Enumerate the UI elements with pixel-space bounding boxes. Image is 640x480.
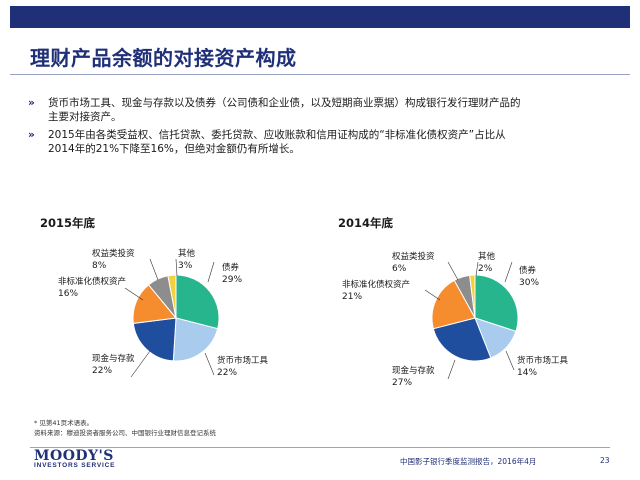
leader-line <box>124 287 144 301</box>
bullet-text-line: 2014年的21%下降至16%，但绝对金额仍有所增长。 <box>48 143 300 155</box>
slice-label-2014-1: 货币市场工具 14% <box>505 350 569 378</box>
slice-value-label: 30% <box>519 278 539 288</box>
slice-category-label: 债券 <box>222 262 240 273</box>
leader-line <box>504 261 513 283</box>
report-name: 中国影子银行季度监测报告，2016年4月 <box>400 457 537 466</box>
footnotes: * 见第41页术语表。 资料来源：穆迪投资者服务公司、中国银行业理财信息登记系统 <box>34 418 216 438</box>
logo-main: MOODY'S <box>34 448 114 464</box>
slice-value-label: 21% <box>342 292 362 302</box>
slice-label-2014-2: 现金与存款 27% <box>392 359 456 388</box>
slice-value-label: 27% <box>392 378 412 388</box>
title-divider <box>10 74 630 75</box>
slice-value-label: 8% <box>92 261 107 271</box>
chart-title-2015: 2015年底 <box>40 216 96 230</box>
bullet-text-line: 货币市场工具、现金与存款以及债券（公司债和企业债，以及短期商业票据）构成银行发行… <box>48 97 521 109</box>
leader-line <box>130 350 151 378</box>
slice-value-label: 22% <box>217 368 237 378</box>
slice-label-2014-3: 非标准化债权资产 21% <box>342 279 441 302</box>
slice-category-label: 现金与存款 <box>92 353 135 364</box>
moodys-logo: MOODY'S INVESTORS SERVICE <box>34 448 115 469</box>
bullet-item: » 2015年由各类受益权、信托贷款、委托贷款、应收账款和信用证构成的“非标准化… <box>28 128 618 156</box>
slice-label-2014-4: 权益类投资 6% <box>392 251 459 281</box>
pie-slice-2014-3 <box>431 279 476 330</box>
slice-label-2014-0: 债券 30% <box>504 261 539 288</box>
slice-value-label: 14% <box>517 368 537 378</box>
pie-slice-2014-0 <box>474 274 519 332</box>
leader-line <box>424 289 441 301</box>
pie-slice-2014-2 <box>432 317 492 362</box>
leader-line <box>505 350 515 371</box>
pie-slice-2015-1 <box>172 317 219 362</box>
slice-label-2015-5: 其他 3% <box>175 248 196 277</box>
bullet-text-line: 主要对接资产。 <box>48 111 122 123</box>
slice-category-label: 非标准化债权资产 <box>58 276 126 287</box>
bullet-marker: » <box>28 97 35 109</box>
pie-slice-2014-5 <box>469 274 476 319</box>
slice-category-label: 权益类投资 <box>392 251 435 262</box>
slice-value-label: 3% <box>178 261 193 271</box>
page-number: 23 <box>600 456 610 465</box>
slice-label-2015-0: 债券 29% <box>207 261 242 285</box>
leader-line <box>204 352 215 376</box>
leader-line <box>207 261 215 283</box>
slice-label-2015-1: 货币市场工具 22% <box>204 352 269 378</box>
slice-value-label: 6% <box>392 264 407 274</box>
leader-line <box>175 258 178 277</box>
slice-value-label: 16% <box>58 289 78 299</box>
slice-value-label: 2% <box>478 264 493 274</box>
bullet-text-line: 2015年由各类受益权、信托贷款、委托贷款、应收账款和信用证构成的“非标准化债权… <box>48 129 506 141</box>
leader-line <box>149 258 159 281</box>
pie-slice-2015-2 <box>132 317 177 362</box>
slice-value-label: 22% <box>92 366 112 376</box>
pie-slice-2015-0 <box>175 274 220 330</box>
bullet-list: » 货币市场工具、现金与存款以及债券（公司债和企业债，以及短期商业票据）构成银行… <box>28 96 618 160</box>
leader-line <box>447 261 459 281</box>
bullet-marker: » <box>28 129 35 141</box>
header-bar <box>10 6 630 28</box>
slice-category-label: 债券 <box>519 265 537 276</box>
leader-line <box>475 261 479 277</box>
slice-category-label: 其他 <box>178 248 196 259</box>
slice-category-label: 权益类投资 <box>92 248 135 259</box>
slice-category-label: 非标准化债权资产 <box>342 279 410 290</box>
logo-sub: INVESTORS SERVICE <box>34 462 116 469</box>
leader-line <box>447 359 456 380</box>
slice-category-label: 货币市场工具 <box>517 355 569 366</box>
chart-title-2014: 2014年底 <box>338 216 394 230</box>
slice-label-2014-5: 其他 2% <box>475 251 496 277</box>
slice-value-label: 29% <box>222 275 242 285</box>
bullet-item: » 货币市场工具、现金与存款以及债券（公司债和企业债，以及短期商业票据）构成银行… <box>28 96 618 124</box>
slice-label-2015-3: 非标准化债权资产 16% <box>58 276 144 301</box>
slice-category-label: 货币市场工具 <box>217 355 269 366</box>
slice-category-label: 现金与存款 <box>392 365 435 376</box>
slice-label-2015-4: 权益类投资 8% <box>92 248 159 281</box>
slice-label-2015-2: 现金与存款 22% <box>92 350 151 378</box>
pie-slice-2015-5 <box>167 274 177 319</box>
footnote-glossary: * 见第41页术语表。 <box>34 419 94 427</box>
footer-divider <box>30 447 610 448</box>
footnote-source: 资料来源：穆迪投资者服务公司、中国银行业理财信息登记系统 <box>34 429 216 437</box>
slice-category-label: 其他 <box>478 251 496 262</box>
page-title: 理财产品余额的对接资产构成 <box>30 46 297 70</box>
